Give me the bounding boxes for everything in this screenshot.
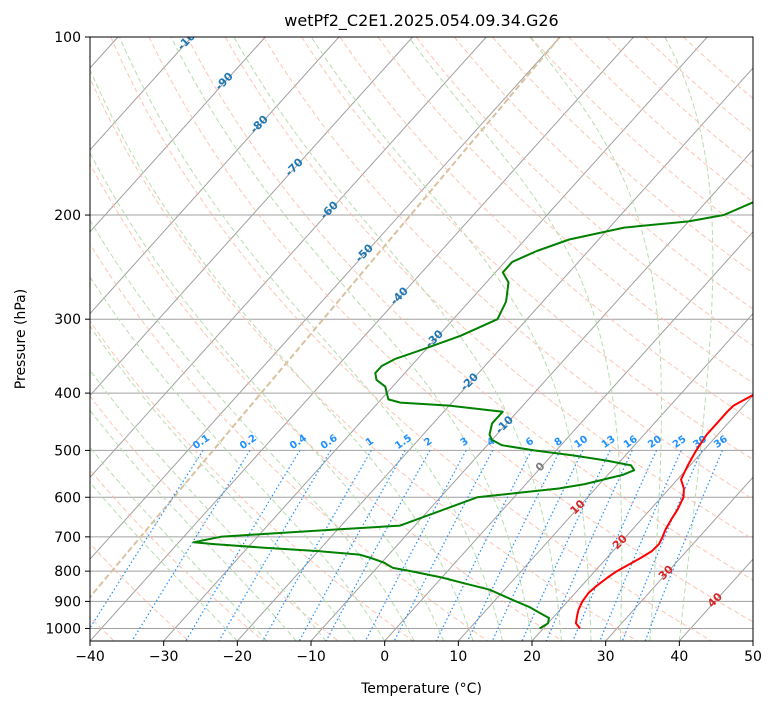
mixing-ratio-line: [572, 450, 658, 641]
moist-adiabat-line: [90, 446, 268, 641]
isotherm-line: [384, 230, 753, 641]
moist-adiabat-line: [529, 37, 662, 641]
y-tick-label: 600: [54, 490, 81, 506]
dry-adiabat-line: [90, 243, 488, 641]
isotherm-line: [457, 312, 753, 641]
dry-adiabat-line: [606, 37, 753, 168]
dry-adiabat-line: [186, 37, 753, 581]
isotherm-line: [90, 37, 340, 315]
mixing-ratio-line: [364, 450, 467, 641]
y-tick-label: 500: [54, 443, 81, 459]
isotherm-line: [90, 37, 634, 641]
tropopause-guide-line: [90, 37, 561, 599]
x-tick-label: 10: [449, 649, 467, 665]
x-tick-label: −20: [223, 649, 253, 665]
mixing-ratio-line: [325, 450, 431, 641]
y-tick-label: 200: [54, 208, 81, 224]
mixing-ratio-line: [298, 450, 406, 641]
y-tick-label: 700: [54, 530, 81, 546]
dewpoint-profile-line: [192, 201, 753, 630]
moist-adiabat-line: [310, 37, 592, 641]
mixing-ratio-line: [466, 450, 561, 641]
moist-adiabat-line: [233, 37, 562, 641]
moist-adiabat-line: [90, 481, 238, 641]
y-axis-label: Pressure (hPa): [13, 289, 29, 389]
y-tick-label: 400: [54, 386, 81, 402]
x-axis: −40 −30 −20 −10 0 10 20 30 40 50: [75, 641, 762, 665]
isotherm-line: [531, 394, 753, 641]
dry-adiabat-line: [568, 37, 753, 203]
moist-adiabat-line: [408, 37, 623, 641]
y-tick-label: 800: [54, 564, 81, 580]
dry-adiabat-line: [301, 37, 753, 461]
y-tick-label: 100: [54, 30, 81, 46]
dry-adiabat-line: [224, 37, 753, 540]
dry-adiabat-line: [90, 320, 414, 641]
isotherm-line: [163, 37, 708, 641]
moist-adiabat-line: [118, 37, 503, 641]
x-axis-label: Temperature (°C): [360, 681, 482, 697]
chart-title: wetPf2_C2E1.2025.054.09.34.G26: [284, 11, 558, 31]
moist-adiabat-line: [90, 409, 297, 641]
y-tick-label: 900: [54, 594, 81, 610]
x-tick-label: 50: [744, 649, 762, 665]
dry-adiabat-line: [110, 37, 712, 641]
mixing-ratio-line: [545, 450, 633, 641]
dry-adiabat-line: [90, 162, 563, 641]
background-lines: [90, 37, 753, 641]
sounding-profiles: [192, 201, 753, 630]
moist-adiabat-line: [90, 219, 415, 641]
isotherm-line: [90, 37, 413, 397]
isotherm-line: [90, 37, 192, 151]
dry-adiabat-line: [453, 37, 753, 310]
isotherm-line: [90, 37, 561, 560]
mixing-ratio-line: [599, 450, 682, 641]
dry-adiabat-line: [263, 37, 753, 500]
isotherm-line: [90, 37, 266, 233]
moist-adiabat-line: [90, 68, 474, 641]
mixing-ratio-line: [491, 450, 584, 641]
y-tick-label: 300: [54, 312, 81, 328]
mixing-ratio-line: [131, 450, 251, 641]
mixing-ratio-line: [90, 450, 204, 630]
mixing-ratio-line: [521, 450, 611, 641]
plot-frame: [89, 36, 754, 642]
moist-adiabat-line: [90, 325, 356, 641]
mixing-ratio-line: [621, 450, 703, 641]
mixing-ratio-line: [185, 450, 301, 641]
dry-adiabat-line: [90, 395, 339, 641]
x-tick-label: 30: [597, 649, 615, 665]
moist-adiabat-line: [170, 37, 533, 641]
moist-adiabat-line: [90, 276, 386, 641]
x-tick-label: 40: [670, 649, 688, 665]
isotherm-line: [605, 476, 753, 641]
temperature-profile-line: [574, 393, 753, 630]
dry-adiabat-line: [339, 37, 753, 422]
x-tick-label: −30: [149, 649, 179, 665]
isotherm-line: [236, 67, 753, 641]
dry-adiabat-line: [377, 37, 753, 384]
mixing-ratio-line: [262, 450, 372, 641]
moist-adiabat-line: [90, 369, 327, 641]
dry-adiabat-line: [492, 37, 753, 274]
y-tick-label: 1000: [45, 621, 81, 637]
isotherm-line: [310, 149, 753, 641]
x-tick-label: 0: [380, 649, 389, 665]
x-tick-label: −40: [75, 649, 105, 665]
x-tick-label: 20: [523, 649, 541, 665]
moist-adiabat-line: [664, 37, 714, 641]
y-axis: 100 200 300 400 500 600 700 800 900 1000: [45, 30, 90, 637]
x-tick-label: −10: [296, 649, 326, 665]
mixing-ratio-line: [218, 450, 332, 641]
isotherm-line: [90, 37, 487, 479]
